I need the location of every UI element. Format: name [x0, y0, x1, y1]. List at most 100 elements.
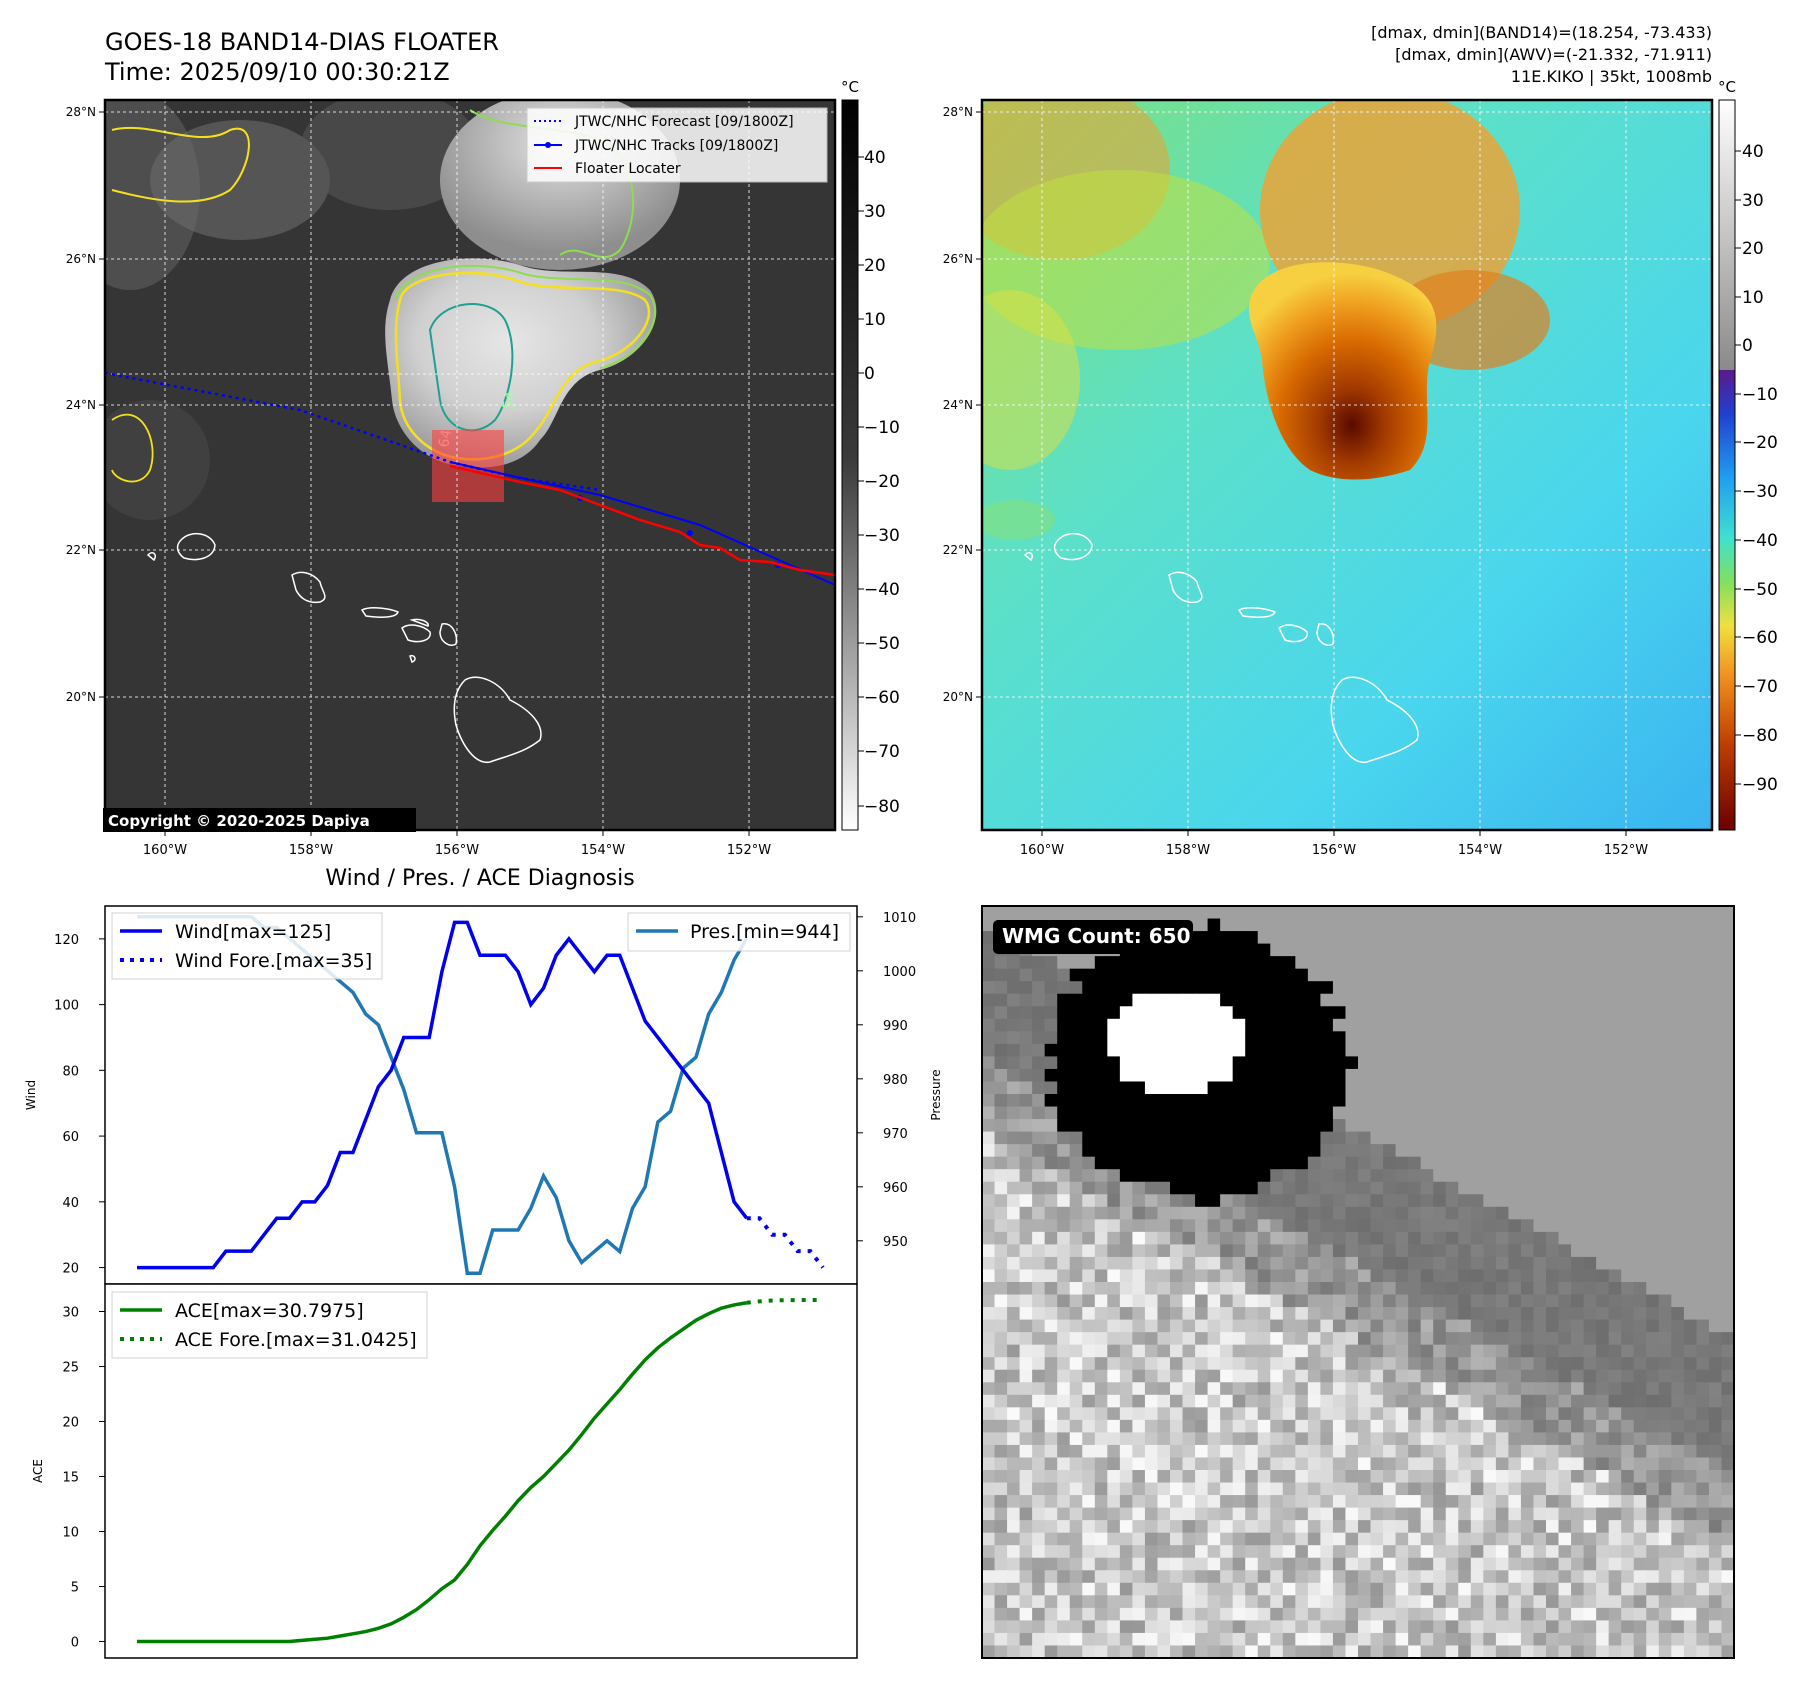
ace-tick-label: 20 — [62, 1416, 79, 1431]
ir-legend: JTWC/NHC Forecast [09/1800Z] JTWC/NHC Tr… — [526, 107, 828, 183]
pressure-tick-label: 970 — [883, 1127, 908, 1142]
lat-tick-label: 24°N — [943, 398, 973, 412]
ace-ylabel: ACE — [31, 1459, 45, 1483]
awv-colorbar-tick: 10 — [1742, 288, 1764, 308]
lat-tick-label: 22°N — [66, 543, 96, 557]
lat-tick-label: 28°N — [943, 105, 973, 119]
pressure-tick-label: 980 — [883, 1073, 908, 1088]
lon-tick-label: 154°W — [1458, 843, 1502, 858]
figure-title: GOES-18 BAND14-DIAS FLOATER — [105, 28, 499, 56]
ace-chart: 30 25 20 15 10 5 0 ACE ACE[max=30.7975] ACE Fo… — [31, 1283, 858, 1659]
contour-label: 54 — [500, 390, 519, 410]
lon-tick-label: 158°W — [289, 843, 333, 858]
hawaii-coastlines — [146, 533, 542, 763]
ir-colorbar-tick: −60 — [864, 688, 900, 708]
ir-colorbar-tick: 20 — [864, 256, 886, 276]
lon-tick-label: 152°W — [727, 843, 771, 858]
wind-tick-label: 120 — [54, 933, 79, 948]
awv-map-panel — [980, 98, 1714, 832]
legend-tracks: JTWC/NHC Tracks [09/1800Z] — [574, 138, 778, 154]
awv-colorbar-tick: −30 — [1742, 482, 1778, 502]
ace-tick-label: 10 — [62, 1526, 79, 1541]
wind-tick-label: 60 — [62, 1130, 79, 1145]
lon-tick-label: 158°W — [1166, 843, 1210, 858]
wind-legend: Wind[max=125] Wind Fore.[max=35] — [111, 912, 383, 980]
wind-tick-label: 80 — [62, 1064, 79, 1079]
lat-tick-label: 20°N — [66, 690, 96, 704]
awv-colorbar-tick: −20 — [1742, 433, 1778, 453]
lon-tick-label: 156°W — [435, 843, 479, 858]
dmax-awv: [dmax, dmin](AWV)=(-21.332, -71.911) — [1395, 45, 1712, 64]
ir-colorbar-tick: −30 — [864, 526, 900, 546]
lat-tick-label: 28°N — [66, 105, 96, 119]
legend-ace-forecast: ACE Fore.[max=31.0425] — [175, 1329, 417, 1351]
pressure-tick-label: 990 — [883, 1019, 908, 1034]
wmg-panel: WMG Count: 650 — [981, 905, 1735, 1659]
ace-series-line — [137, 1301, 748, 1644]
awv-colorbar-tick: −50 — [1742, 580, 1778, 600]
legend-pressure: Pres.[min=944] — [690, 921, 839, 943]
copyright-box — [103, 808, 416, 832]
legend-wind-forecast: Wind Fore.[max=35] — [175, 950, 372, 972]
awv-colorbar: °C 40 30 20 10 0 −10 −20 −30 −40 −50 −60 −70 −80 −90 — [1718, 78, 1778, 831]
ace-legend: ACE[max=30.7975] ACE Fore.[max=31.0425] — [111, 1291, 428, 1359]
wind-forecast-series-line — [746, 1216, 825, 1269]
diagnosis-title: Wind / Pres. / ACE Diagnosis — [325, 866, 634, 891]
dmax-band14: [dmax, dmin](BAND14)=(18.254, -73.433) — [1371, 23, 1712, 42]
ir-colorbar-tick: 30 — [864, 202, 886, 222]
awv-colorbar-tick: −60 — [1742, 628, 1778, 648]
wmg-count-box — [993, 920, 1193, 954]
ir-colorbar-tick: 10 — [864, 310, 886, 330]
lon-tick-label: 152°W — [1604, 843, 1648, 858]
ace-tick-label: 30 — [62, 1306, 79, 1321]
ir-colorbar-tick: 0 — [864, 364, 875, 384]
wmg-count: WMG Count: 650 — [1002, 924, 1191, 948]
lat-tick-label: 26°N — [66, 252, 96, 266]
copyright: Copyright © 2020-2025 Dapiya — [108, 812, 370, 830]
legend-forecast: JTWC/NHC Forecast [09/1800Z] — [574, 114, 794, 130]
awv-colorbar-tick: −70 — [1742, 677, 1778, 697]
lon-tick-label: 154°W — [581, 843, 625, 858]
wind-tick-label: 20 — [62, 1262, 79, 1277]
legend-wind: Wind[max=125] — [175, 921, 331, 943]
ir-colorbar: °C 40 30 20 10 0 −10 −20 −30 −40 −50 −60 −70 −80 — [841, 78, 900, 831]
pressure-tick-label: 950 — [883, 1235, 908, 1250]
wind-pressure-chart: 120 100 80 60 40 20 1010 1000 990 980 970 960 950 W… — [24, 905, 943, 1285]
awv-colorbar-tick: −80 — [1742, 726, 1778, 746]
pressure-tick-label: 1010 — [883, 911, 916, 926]
wind-series-line — [137, 920, 749, 1270]
wind-tick-label: 40 — [62, 1196, 79, 1211]
ace-tick-label: 15 — [62, 1471, 79, 1486]
awv-colorbar-tick: −10 — [1742, 385, 1778, 405]
ace-tick-label: 25 — [62, 1361, 79, 1376]
awv-colorbar-unit: °C — [1718, 78, 1736, 96]
ace-tick-label: 5 — [71, 1581, 79, 1596]
pressure-ylabel: Pressure — [929, 1069, 943, 1120]
contour-label: 64 — [436, 428, 455, 448]
ir-map-panel: 64 54 JTWC/NHC Forecast [09/1800Z] JTWC/… — [103, 98, 837, 832]
pressure-legend: Pres.[min=944] — [627, 912, 851, 952]
lat-tick-label: 26°N — [943, 252, 973, 266]
hawaii-coastlines — [1023, 533, 1419, 763]
ir-colorbar-tick: −50 — [864, 634, 900, 654]
pressure-tick-label: 1000 — [883, 965, 916, 980]
lon-tick-label: 160°W — [1020, 843, 1064, 858]
pressure-tick-label: 960 — [883, 1181, 908, 1196]
ace-forecast-series-line — [746, 1298, 824, 1305]
awv-colorbar-tick: −40 — [1742, 531, 1778, 551]
awv-colorbar-tick: 0 — [1742, 336, 1753, 356]
lon-tick-label: 160°W — [143, 843, 187, 858]
ir-colorbar-tick: −40 — [864, 580, 900, 600]
legend-floater: Floater Locater — [575, 161, 681, 177]
wind-tick-label: 100 — [54, 999, 79, 1014]
awv-colorbar-tick: 30 — [1742, 191, 1764, 211]
awv-colorbar-tick: −90 — [1742, 775, 1778, 795]
awv-colorbar-tick: 20 — [1742, 239, 1764, 259]
ir-colorbar-unit: °C — [841, 78, 859, 96]
track-point — [687, 530, 693, 536]
lat-tick-label: 22°N — [943, 543, 973, 557]
ir-colorbar-tick: −10 — [864, 418, 900, 438]
lat-tick-label: 20°N — [943, 690, 973, 704]
lat-tick-label: 24°N — [66, 398, 96, 412]
